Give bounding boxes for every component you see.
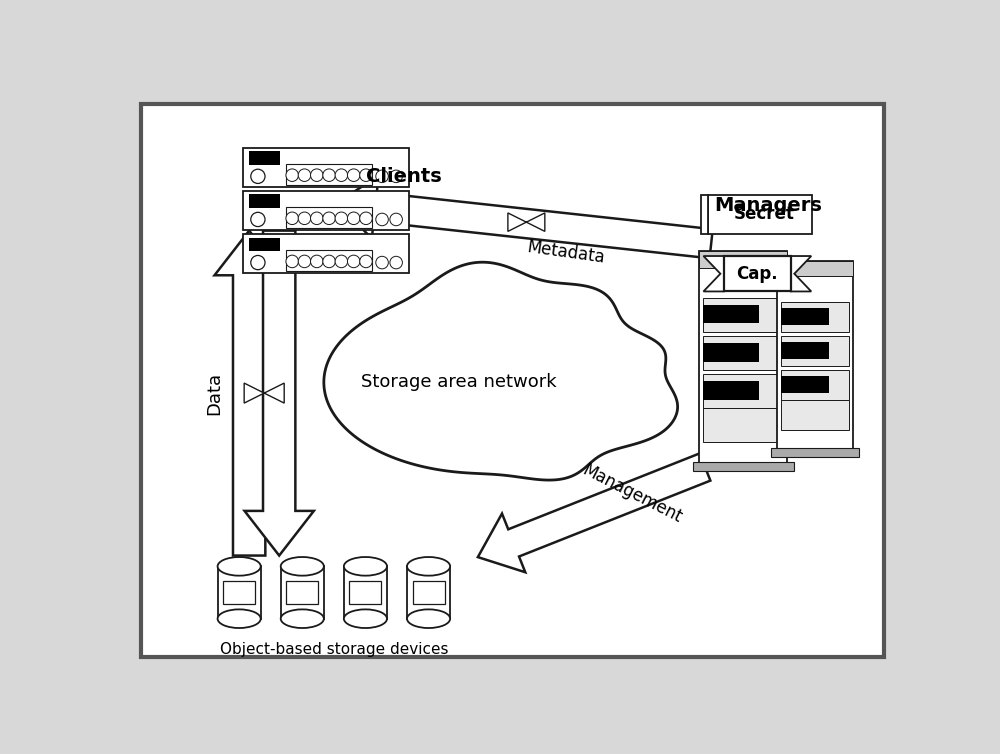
- Bar: [703, 336, 784, 370]
- Circle shape: [347, 255, 360, 268]
- Bar: [243, 149, 409, 187]
- Circle shape: [347, 169, 360, 182]
- Bar: [777, 261, 853, 449]
- Bar: [703, 374, 784, 408]
- Circle shape: [286, 212, 298, 225]
- Circle shape: [286, 255, 298, 268]
- Ellipse shape: [281, 609, 324, 628]
- Ellipse shape: [281, 557, 324, 575]
- Bar: [703, 408, 784, 442]
- Bar: [413, 581, 445, 604]
- Polygon shape: [508, 213, 545, 231]
- Bar: [344, 566, 387, 619]
- Bar: [223, 581, 255, 604]
- Bar: [703, 298, 784, 332]
- Circle shape: [376, 213, 388, 225]
- Circle shape: [251, 256, 265, 270]
- Ellipse shape: [218, 609, 261, 628]
- Bar: [699, 251, 787, 463]
- Text: Cap.: Cap.: [737, 265, 778, 283]
- Circle shape: [335, 255, 348, 268]
- Bar: [249, 195, 280, 208]
- Polygon shape: [215, 231, 284, 556]
- Circle shape: [251, 169, 265, 183]
- Polygon shape: [791, 256, 811, 292]
- Bar: [286, 250, 372, 271]
- Text: Managers: Managers: [714, 196, 822, 215]
- Circle shape: [298, 255, 311, 268]
- Polygon shape: [337, 176, 713, 259]
- Circle shape: [335, 212, 348, 225]
- Bar: [243, 234, 409, 273]
- Bar: [724, 256, 791, 292]
- Bar: [781, 302, 849, 333]
- Text: Secret: Secret: [734, 205, 795, 223]
- Circle shape: [323, 212, 335, 225]
- Bar: [249, 152, 280, 165]
- Circle shape: [323, 169, 335, 182]
- Ellipse shape: [344, 557, 387, 575]
- Text: Metadata: Metadata: [526, 238, 607, 267]
- Circle shape: [335, 169, 348, 182]
- Circle shape: [323, 255, 335, 268]
- Bar: [693, 461, 794, 470]
- Bar: [703, 381, 759, 400]
- Circle shape: [311, 212, 323, 225]
- Text: Object-based storage devices: Object-based storage devices: [220, 642, 448, 657]
- Polygon shape: [703, 256, 724, 292]
- Ellipse shape: [344, 609, 387, 628]
- Bar: [781, 370, 849, 400]
- Bar: [407, 566, 450, 619]
- Circle shape: [360, 255, 372, 268]
- Bar: [781, 308, 829, 325]
- Bar: [703, 343, 759, 361]
- Text: Clients: Clients: [366, 167, 442, 186]
- Circle shape: [376, 170, 388, 182]
- Circle shape: [251, 213, 265, 227]
- Polygon shape: [478, 453, 710, 572]
- Circle shape: [390, 213, 402, 225]
- Bar: [703, 305, 759, 323]
- Bar: [699, 251, 787, 268]
- Bar: [781, 400, 849, 431]
- Bar: [781, 342, 829, 359]
- Bar: [771, 448, 859, 457]
- Bar: [781, 376, 829, 393]
- Bar: [286, 164, 372, 185]
- Bar: [243, 192, 409, 230]
- Polygon shape: [244, 383, 284, 403]
- Bar: [218, 566, 261, 619]
- Bar: [286, 207, 372, 228]
- Text: Data: Data: [206, 372, 224, 415]
- Polygon shape: [245, 231, 314, 556]
- Circle shape: [298, 212, 311, 225]
- Ellipse shape: [218, 557, 261, 575]
- Circle shape: [360, 169, 372, 182]
- Bar: [708, 195, 812, 234]
- Circle shape: [360, 212, 372, 225]
- Ellipse shape: [407, 557, 450, 575]
- Text: Management: Management: [579, 461, 685, 527]
- Bar: [349, 581, 381, 604]
- Circle shape: [390, 170, 402, 182]
- Bar: [249, 238, 280, 251]
- Bar: [781, 336, 849, 366]
- Text: Storage area network: Storage area network: [361, 373, 556, 391]
- Circle shape: [311, 169, 323, 182]
- Bar: [701, 195, 708, 234]
- Circle shape: [390, 256, 402, 269]
- Circle shape: [298, 169, 311, 182]
- Polygon shape: [324, 262, 678, 480]
- Ellipse shape: [407, 609, 450, 628]
- Circle shape: [376, 256, 388, 269]
- Bar: [286, 581, 318, 604]
- Circle shape: [286, 169, 298, 182]
- Bar: [777, 261, 853, 276]
- Circle shape: [347, 212, 360, 225]
- Circle shape: [311, 255, 323, 268]
- Bar: [281, 566, 324, 619]
